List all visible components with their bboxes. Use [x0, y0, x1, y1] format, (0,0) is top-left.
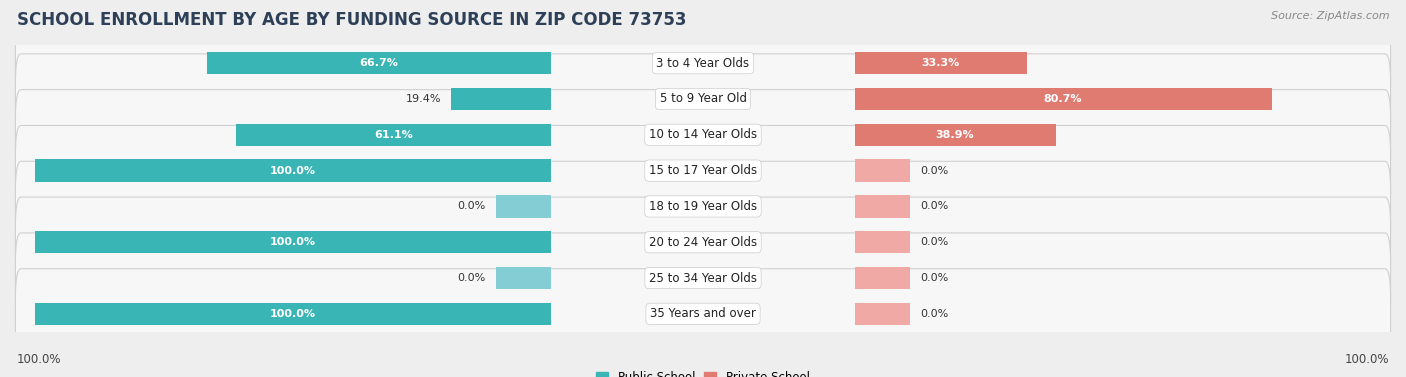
- Bar: [855, 124, 1056, 146]
- Bar: [35, 231, 551, 253]
- Bar: [236, 124, 551, 146]
- Bar: [855, 88, 1271, 110]
- Text: 20 to 24 Year Olds: 20 to 24 Year Olds: [650, 236, 756, 249]
- Text: 61.1%: 61.1%: [374, 130, 413, 140]
- Text: 66.7%: 66.7%: [360, 58, 398, 68]
- Bar: [855, 267, 910, 289]
- FancyBboxPatch shape: [15, 269, 1391, 359]
- Text: 25 to 34 Year Olds: 25 to 34 Year Olds: [650, 271, 756, 285]
- Text: 5 to 9 Year Old: 5 to 9 Year Old: [659, 92, 747, 106]
- Text: Source: ZipAtlas.com: Source: ZipAtlas.com: [1271, 11, 1389, 21]
- Bar: [855, 231, 910, 253]
- Text: 3 to 4 Year Olds: 3 to 4 Year Olds: [657, 57, 749, 70]
- Text: 0.0%: 0.0%: [920, 201, 948, 211]
- Text: 100.0%: 100.0%: [17, 353, 62, 366]
- Text: 80.7%: 80.7%: [1043, 94, 1083, 104]
- Legend: Public School, Private School: Public School, Private School: [592, 366, 814, 377]
- Bar: [496, 267, 551, 289]
- Text: 38.9%: 38.9%: [936, 130, 974, 140]
- Bar: [35, 303, 551, 325]
- Text: 100.0%: 100.0%: [270, 166, 316, 176]
- Text: 0.0%: 0.0%: [920, 237, 948, 247]
- Text: 0.0%: 0.0%: [920, 166, 948, 176]
- FancyBboxPatch shape: [15, 233, 1391, 323]
- Text: 15 to 17 Year Olds: 15 to 17 Year Olds: [650, 164, 756, 177]
- Bar: [496, 195, 551, 218]
- Text: 0.0%: 0.0%: [920, 273, 948, 283]
- Text: 100.0%: 100.0%: [270, 237, 316, 247]
- Text: 0.0%: 0.0%: [458, 273, 486, 283]
- Text: SCHOOL ENROLLMENT BY AGE BY FUNDING SOURCE IN ZIP CODE 73753: SCHOOL ENROLLMENT BY AGE BY FUNDING SOUR…: [17, 11, 686, 29]
- FancyBboxPatch shape: [15, 90, 1391, 180]
- Bar: [207, 52, 551, 74]
- Bar: [451, 88, 551, 110]
- FancyBboxPatch shape: [15, 18, 1391, 108]
- Text: 19.4%: 19.4%: [405, 94, 441, 104]
- Text: 33.3%: 33.3%: [921, 58, 960, 68]
- Bar: [855, 159, 910, 182]
- Text: 0.0%: 0.0%: [458, 201, 486, 211]
- Bar: [35, 159, 551, 182]
- Text: 18 to 19 Year Olds: 18 to 19 Year Olds: [650, 200, 756, 213]
- FancyBboxPatch shape: [15, 197, 1391, 287]
- FancyBboxPatch shape: [15, 126, 1391, 216]
- Text: 100.0%: 100.0%: [270, 309, 316, 319]
- FancyBboxPatch shape: [15, 161, 1391, 251]
- Bar: [855, 303, 910, 325]
- Text: 10 to 14 Year Olds: 10 to 14 Year Olds: [650, 128, 756, 141]
- Text: 100.0%: 100.0%: [1344, 353, 1389, 366]
- Text: 35 Years and over: 35 Years and over: [650, 307, 756, 320]
- Bar: [855, 195, 910, 218]
- FancyBboxPatch shape: [15, 54, 1391, 144]
- Text: 0.0%: 0.0%: [920, 309, 948, 319]
- Bar: [855, 52, 1026, 74]
